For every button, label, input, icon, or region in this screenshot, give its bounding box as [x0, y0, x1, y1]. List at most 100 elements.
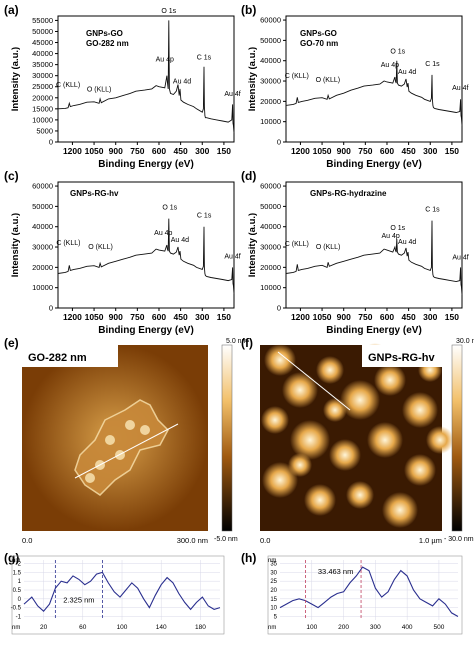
panel-label: (b) [241, 3, 256, 17]
x-axis-label: Binding Energy (eV) [98, 325, 194, 336]
xps-panel-c: (c) 0 10000 20000 30000 40000 50000 60000 1200 10… [4, 169, 241, 336]
afm-panel-f: (f) GNPs-RG-hv 30.0 nm - 30.0 nm 0.0 1.0 µm [241, 336, 474, 545]
y-tick-label: 40000 [32, 49, 53, 58]
sample-label: GNPs-GO [86, 29, 123, 38]
y-tick-label: 40000 [260, 56, 281, 65]
grain [374, 364, 406, 396]
x-tick-label: 450 [402, 312, 416, 322]
grain [290, 420, 330, 460]
y-tick-label: 60000 [260, 16, 281, 25]
x-tick-label: 150 [217, 312, 231, 322]
y-tick-label: 10000 [32, 115, 53, 124]
x-tick-label: 900 [109, 312, 123, 322]
peak-label: Au 4p [381, 233, 399, 240]
plot-frame [57, 181, 235, 309]
colorbar-bottom-label: - 30.0 nm [444, 536, 474, 543]
peak-label: C (KLL) [285, 73, 309, 80]
peak-label: C (KLL) [56, 82, 80, 89]
peak-label: O 1s [390, 225, 405, 232]
y-tick-label: 50000 [260, 36, 281, 45]
peak-label: O (KLL) [88, 244, 113, 251]
grain [426, 426, 454, 454]
x-tick-label: 750 [130, 146, 144, 156]
y-tick-label: 0 [277, 304, 281, 313]
panel-label: (a) [4, 3, 19, 17]
x-tick-label: 750 [358, 146, 372, 156]
y-tick-label: 10000 [260, 117, 281, 126]
x-tick-label: 300 [370, 624, 381, 631]
colorbar-top-label: 30.0 nm [456, 338, 474, 345]
colorbar [221, 344, 233, 532]
x-tick-label: 1200 [63, 146, 82, 156]
x-tick-label: 900 [337, 312, 351, 322]
y-axis-label: Intensity (a.u.) [10, 47, 21, 111]
x-tick-label: 150 [445, 146, 459, 156]
grain [329, 439, 361, 471]
x-unit-label: nm [12, 625, 20, 631]
y-tick-label: 50000 [32, 27, 53, 36]
spectrum-line [285, 60, 463, 126]
afm-panel-e: (e) GO-282 nm 5.0 nm -5.0 nm 0.0 300.0 nm [4, 336, 248, 545]
x-tick-label: 20 [40, 624, 48, 631]
profile-line [74, 423, 179, 479]
x-tick-label: 100 [117, 624, 128, 631]
y-tick-label: 2 [18, 562, 22, 568]
y-tick-label: 20000 [32, 263, 53, 272]
spectrum-line [285, 220, 463, 295]
y-tick-label: 35000 [32, 60, 53, 69]
y-tick-label: 0.5 [13, 588, 22, 594]
x-tick-label: 400 [402, 624, 413, 631]
grain [264, 344, 296, 376]
grain [316, 356, 344, 384]
y-tick-label: 20000 [260, 97, 281, 106]
axis-end-label: 300.0 nm [177, 536, 208, 545]
x-tick-label: 300 [423, 146, 437, 156]
x-tick-label: 1050 [313, 312, 332, 322]
x-tick-label: 900 [109, 146, 123, 156]
x-tick-label: 200 [338, 624, 349, 631]
y-tick-label: 0 [49, 304, 53, 313]
y-tick-label: 30000 [32, 71, 53, 80]
x-tick-label: 1050 [85, 146, 104, 156]
sample-label: GO-282 nm [86, 39, 129, 48]
peak-label: Au 4d [171, 237, 189, 244]
y-tick-label: 20000 [260, 263, 281, 272]
height-annotation: 33.463 nm [318, 567, 353, 576]
y-tick-label: 10000 [32, 283, 53, 292]
grain [382, 492, 418, 528]
peak-label: Au 4f [224, 253, 240, 260]
grain [282, 372, 318, 408]
peak-label: Au 4d [398, 69, 416, 76]
peak-label: C (KLL) [285, 241, 309, 248]
sample-label: GNPs-RG-hv [70, 189, 119, 198]
profile-line [279, 566, 459, 617]
flake-highlight [125, 420, 135, 430]
x-tick-label: 150 [217, 146, 231, 156]
y-tick-label: 15000 [32, 104, 53, 113]
profile-frame [11, 555, 225, 635]
x-tick-label: 450 [402, 146, 416, 156]
peak-label: O (KLL) [87, 86, 112, 93]
panel-label: (h) [241, 551, 256, 565]
sample-label: GNPs-RG-hydrazine [310, 189, 387, 198]
peak-label: Au 4f [224, 91, 240, 98]
sample-box [22, 345, 118, 367]
x-tick-label: 1050 [313, 146, 332, 156]
x-tick-label: 1200 [63, 312, 82, 322]
profile-panel-h: (h) 35 30 25 20 15 10 5 100 200 300 400 500 nm nm 33.46… [241, 551, 463, 635]
peak-label: C 1s [425, 61, 440, 68]
profile-line [277, 351, 351, 411]
grain [261, 406, 289, 434]
y-tick-label: -1 [16, 614, 22, 620]
x-tick-label: 750 [130, 312, 144, 322]
x-tick-label: 140 [156, 624, 167, 631]
spectrum-line [57, 218, 235, 294]
x-tick-label: 1200 [291, 146, 310, 156]
panel-label: (d) [241, 169, 256, 183]
profile-line [23, 571, 221, 612]
grain [367, 422, 403, 458]
x-tick-label: 300 [423, 312, 437, 322]
grain [323, 398, 347, 422]
